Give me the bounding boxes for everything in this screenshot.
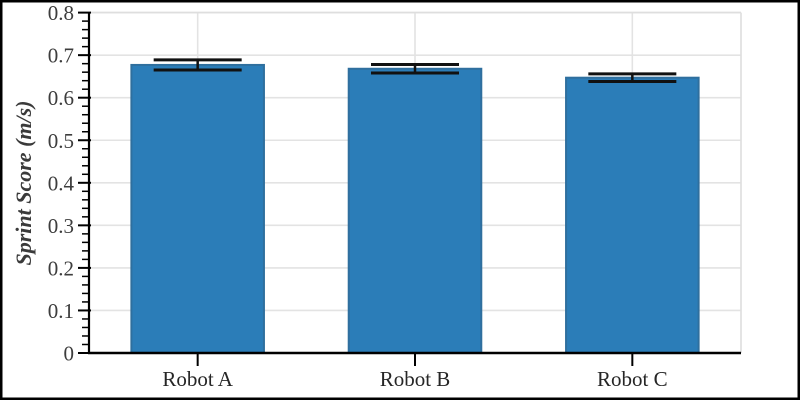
error-bar-robot-a (153, 58, 242, 72)
bars-layer (130, 63, 700, 355)
y-tick-label-0.1: 0.1 (48, 299, 74, 323)
y-axis-label: Sprint Score (m/s) (11, 100, 36, 265)
y-tick-label-0.8: 0.8 (48, 1, 74, 25)
x-tick-label-robot-c: Robot C (597, 367, 668, 391)
x-tick-label-robot-a: Robot A (162, 367, 233, 391)
y-tick-label-0.6: 0.6 (48, 86, 74, 110)
y-tick-label-0.5: 0.5 (48, 129, 74, 153)
labels-layer: Sprint Score (m/s) 0 0.1 0.2 0.3 0.4 0.5 0.6 0.… (11, 1, 668, 391)
y-tick-label-0.7: 0.7 (48, 44, 74, 68)
y-tick-label-0.4: 0.4 (48, 171, 75, 195)
bar-robot-c (565, 76, 700, 354)
y-tick-label-0: 0 (64, 342, 75, 366)
y-tick-label-0.3: 0.3 (48, 214, 74, 238)
axes-layer (78, 11, 741, 366)
error-bar-robot-c (588, 72, 677, 84)
bar-robot-a (130, 63, 265, 355)
x-tick-label-robot-b: Robot B (380, 367, 451, 391)
bar-robot-b (347, 67, 483, 355)
y-tick-label-0.2: 0.2 (48, 256, 74, 280)
error-bars-layer (153, 58, 677, 84)
error-bar-robot-b (371, 63, 459, 75)
